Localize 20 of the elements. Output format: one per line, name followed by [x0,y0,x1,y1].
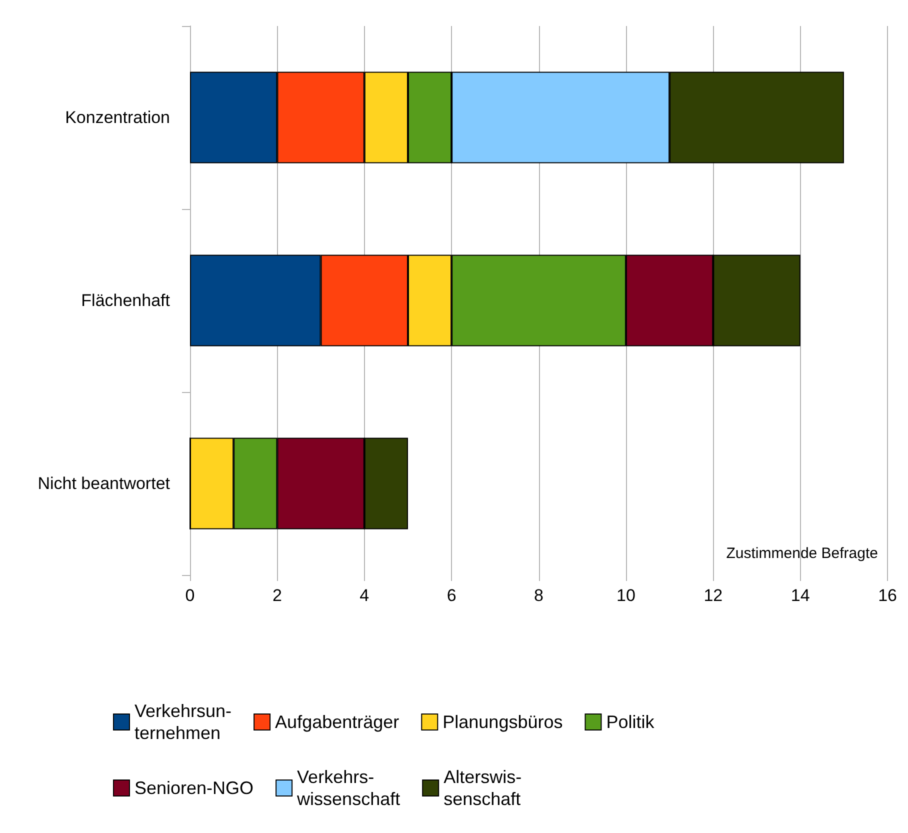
y-tick-label: Konzentration [65,108,170,127]
y-tick-label: Nicht beantwortet [38,474,170,493]
legend-label: Verkehrs- wissenschaft [296,767,400,809]
x-tick-label: 0 [185,586,195,605]
legend-label: Planungsbüros [442,712,563,732]
x-tick-label: 14 [790,586,810,605]
x-tick-label: 16 [878,586,898,605]
legend-label: Aufgabenträger [275,712,400,732]
x-tick-label: 8 [534,586,544,605]
x-tick-label: 4 [360,586,370,605]
y-tick-label: Flächenhaft [81,291,170,310]
legend-label: Senioren-NGO [134,778,254,798]
x-tick-label: 12 [704,586,723,605]
legend-label: Verkehrsun- ternehmen [134,701,232,743]
x-tick-label: 6 [446,586,456,605]
legend-label: Politik [606,712,656,732]
x-tick-label: 10 [616,586,636,605]
annotation: Zustimmende Befragte [726,545,878,562]
x-tick-label: 2 [272,586,282,605]
legend-label: Alterswis- senschaft [444,767,522,809]
